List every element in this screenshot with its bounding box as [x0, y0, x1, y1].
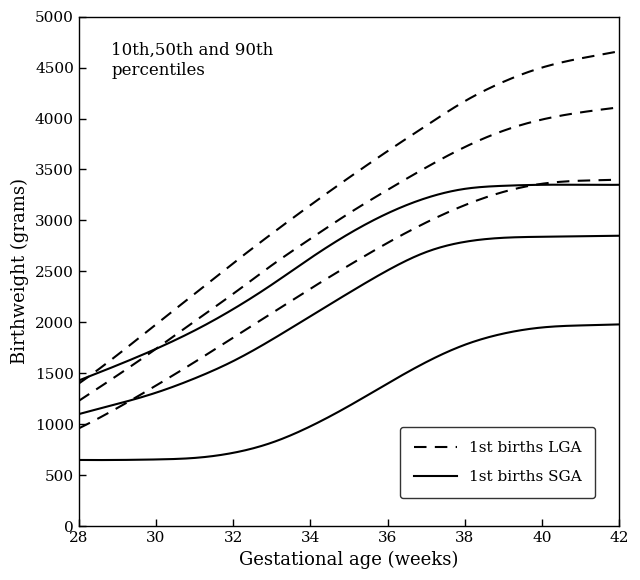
Legend: 1st births LGA, 1st births SGA: 1st births LGA, 1st births SGA [400, 427, 595, 498]
Text: 10th,50th and 90th
percentiles: 10th,50th and 90th percentiles [111, 42, 273, 79]
Y-axis label: Birthweight (grams): Birthweight (grams) [11, 179, 29, 364]
X-axis label: Gestational age (weeks): Gestational age (weeks) [239, 550, 459, 569]
